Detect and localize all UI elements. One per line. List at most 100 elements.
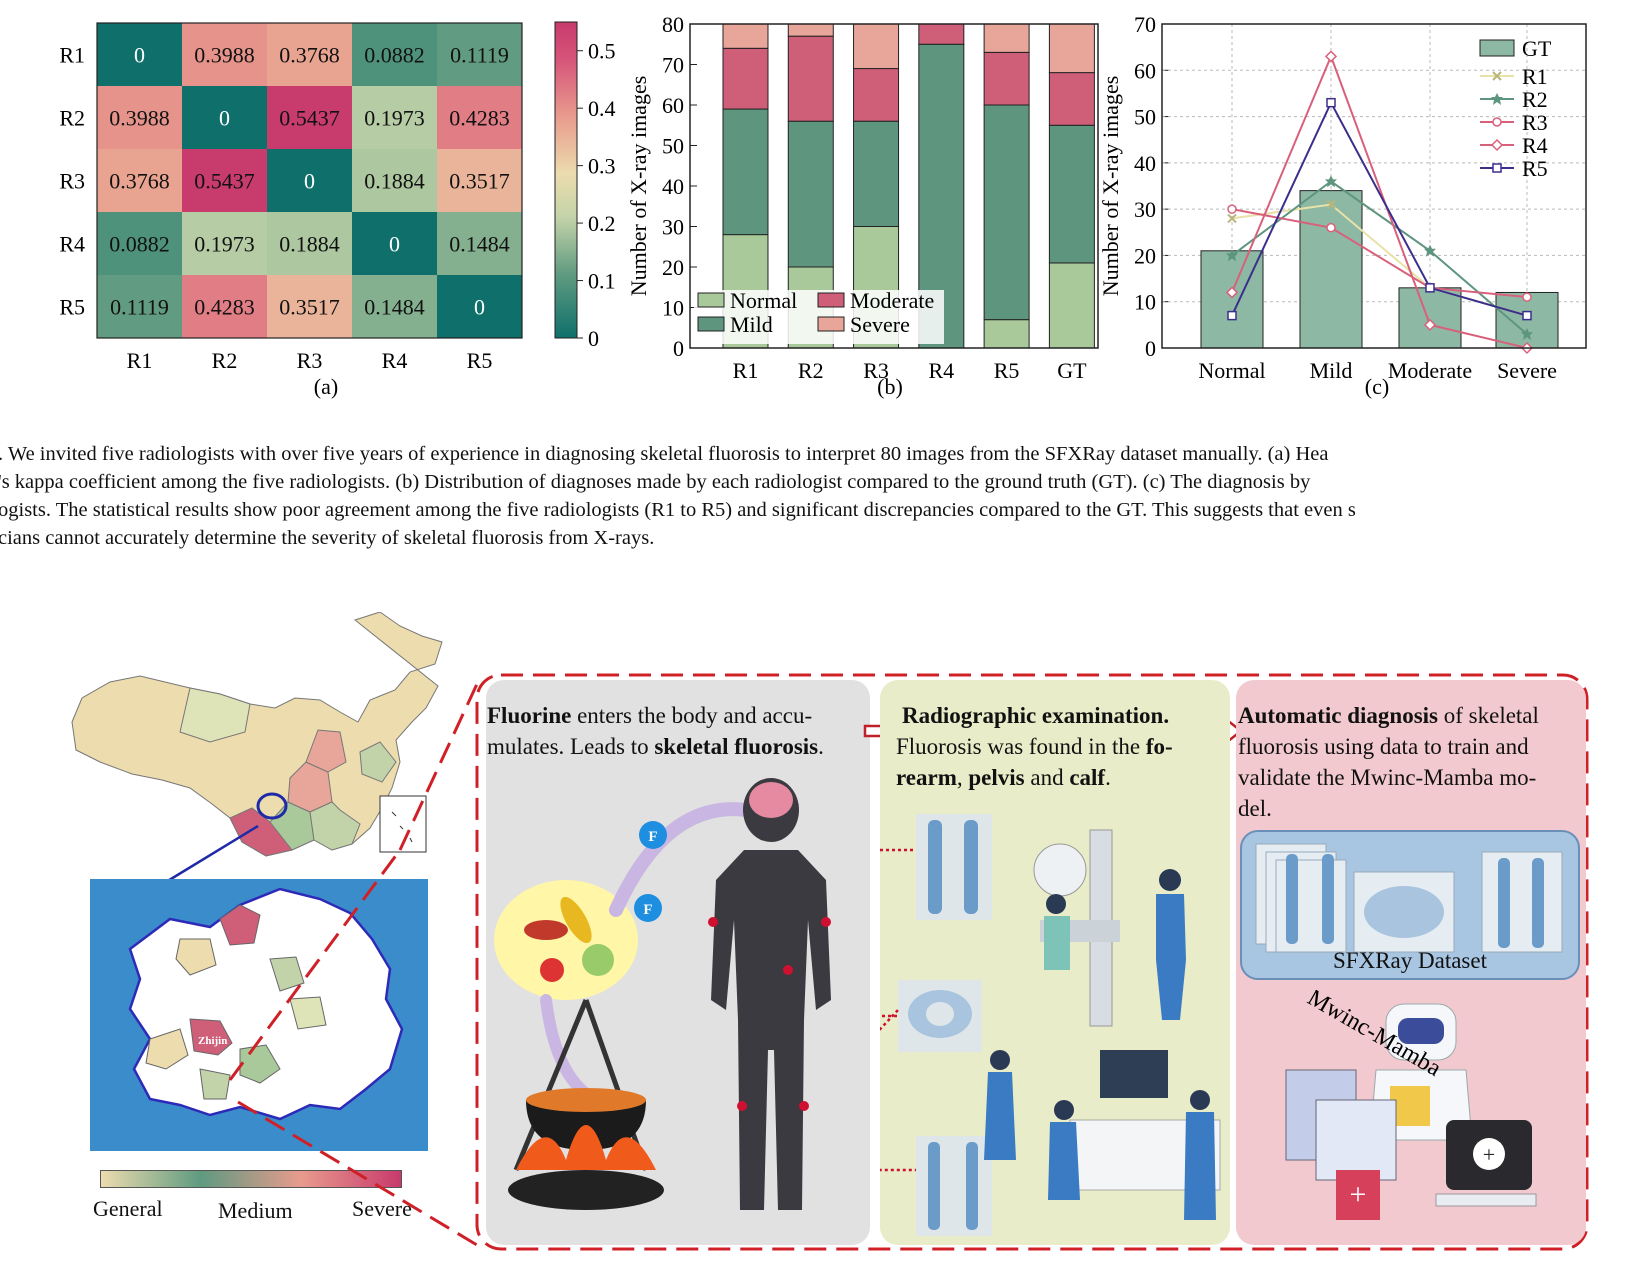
- data-point: [1326, 222, 1336, 233]
- bar-segment: [983, 23, 1030, 53]
- human-body-icon: [711, 778, 831, 1210]
- heatmap-cell: [437, 149, 522, 212]
- heatmap-cell-value: 0.0882: [109, 232, 170, 257]
- mwinc-mamba-illustration: + + Mwinc-Mamba: [1285, 990, 1537, 1220]
- x-tick-label: R4: [928, 358, 954, 383]
- bar-segment: [722, 47, 769, 110]
- heatmap-frame: [96, 22, 523, 339]
- y-tick-label: 30: [1134, 197, 1156, 222]
- heatmap-cell: [97, 86, 182, 149]
- y-tick-label: 40: [662, 174, 684, 199]
- map-legend-medium: Medium: [218, 1198, 293, 1223]
- colorbar: 0.5 0.4 0.3 0.2 0.1 0: [554, 21, 616, 351]
- svg-text:+: +: [1350, 1178, 1367, 1211]
- heatmap-col-label: R1: [127, 348, 153, 373]
- y-tick-label: 20: [1134, 243, 1156, 268]
- heatmap-cell: [437, 275, 522, 338]
- data-point: [1326, 97, 1336, 108]
- heatmap-row-label: R5: [59, 295, 85, 320]
- map-legend-severe: Severe: [352, 1196, 412, 1221]
- guizhou-map: Zhijin: [90, 879, 428, 1151]
- data-point: [1423, 318, 1437, 331]
- legend-swatch: [697, 292, 725, 308]
- heatmap-cell-value: 0: [389, 232, 400, 257]
- radiographic-illustration: [880, 814, 1221, 1236]
- heatmap-cell: [182, 275, 267, 338]
- brain-icon: [749, 782, 793, 818]
- svg-text:F: F: [643, 902, 652, 918]
- data-point: [1522, 310, 1532, 321]
- legend-swatch: [697, 316, 725, 332]
- bar-segment: [1048, 23, 1095, 74]
- fluorine-badge: [639, 821, 667, 849]
- colorbar-tick-label: 0.1: [588, 269, 616, 294]
- gt-bar: [1299, 190, 1363, 349]
- colorbar-tick-label: 0: [588, 326, 599, 351]
- bar-segment: [983, 51, 1030, 106]
- heatmap-cell: [182, 149, 267, 212]
- heatmap-cell: [352, 212, 437, 275]
- x-tick-label: R1: [733, 358, 759, 383]
- heatmap-cell: [97, 275, 182, 338]
- svg-text:F: F: [648, 829, 657, 845]
- map-city-label: Zhijin: [198, 1035, 227, 1047]
- y-tick-label: 50: [1134, 105, 1156, 130]
- legend-label: Mild: [730, 312, 773, 337]
- data-point: [1425, 283, 1435, 293]
- x-tick-label: Mild: [1310, 358, 1353, 383]
- medical-case-icon: +: [1435, 1120, 1537, 1207]
- y-tick-label: 0: [1145, 336, 1156, 361]
- heatmap-cell-value: 0.4283: [194, 295, 255, 320]
- heatmap-cell-value: 0.5437: [194, 169, 255, 194]
- heatmap-cell-value: 0.1484: [449, 232, 510, 257]
- workstation-icon: [984, 1050, 1221, 1220]
- caption-line: . We invited five radiologists with over…: [0, 443, 1329, 465]
- heatmap-cell: [352, 149, 437, 212]
- heatmap-cell-value: 0.3988: [194, 43, 255, 68]
- data-point: [1492, 163, 1502, 173]
- y-tick-label: 50: [662, 134, 684, 159]
- heatmap-cell: [267, 86, 352, 149]
- x-tick-label: Normal: [1198, 358, 1265, 383]
- heatmap-cell: [267, 275, 352, 338]
- legend-swatch: [817, 316, 845, 332]
- x-tick-label: R5: [994, 358, 1020, 383]
- heatmap-col-label: R2: [212, 348, 238, 373]
- heatmap-cell: [182, 23, 267, 86]
- heatmap-cell-value: 0: [219, 106, 230, 131]
- bar-segment: [1048, 262, 1095, 349]
- colorbar-tick-label: 0.5: [588, 39, 616, 64]
- doctor-icon: [1044, 869, 1186, 1020]
- y-tick-label: 30: [662, 215, 684, 240]
- heatmap-cell-value: 0.3988: [109, 106, 170, 131]
- heatmap-cell: [97, 23, 182, 86]
- plot-frame: [1161, 23, 1587, 349]
- china-map: [71, 612, 443, 857]
- y-tick-label: 60: [1134, 58, 1156, 83]
- heatmap-cell-value: 0.1119: [110, 295, 169, 320]
- pelvis-xray: [898, 980, 982, 1052]
- heatmap-cell: [267, 23, 352, 86]
- legend-label: Severe: [850, 312, 910, 337]
- plot-frame: [689, 23, 1099, 349]
- forearm-xray: [916, 814, 992, 920]
- data-point: [1424, 244, 1436, 257]
- data-point: [1325, 175, 1337, 188]
- bar-segment: [1048, 124, 1095, 264]
- caption-line: 's kappa coefficient among the five radi…: [0, 471, 1311, 493]
- y-tick-label: 10: [1134, 290, 1156, 315]
- caption-line: ogists. The statistical results show poo…: [0, 499, 1356, 521]
- heatmap-cell-value: 0.1973: [364, 106, 425, 131]
- heatmap-cell: [437, 86, 522, 149]
- legend-swatch: [817, 292, 845, 308]
- data-point: [1492, 71, 1502, 81]
- data-point: [1490, 138, 1504, 152]
- y-tick-label: 0: [673, 336, 684, 361]
- data-point: [1491, 93, 1503, 105]
- y-axis-label: Number of X-ray images: [1098, 76, 1123, 297]
- x-tick-label: R2: [798, 358, 824, 383]
- heatmap-cell: [352, 86, 437, 149]
- y-axis-label: Number of X-ray images: [626, 76, 651, 297]
- heatmap-row-label: R1: [59, 43, 85, 68]
- heatmap-row-label: R3: [59, 169, 85, 194]
